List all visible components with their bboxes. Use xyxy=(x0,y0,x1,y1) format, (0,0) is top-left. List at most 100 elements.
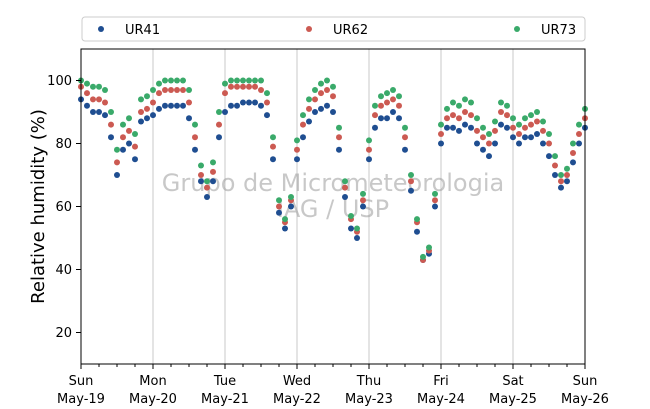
data-point xyxy=(576,121,582,128)
data-point xyxy=(282,216,288,223)
data-point xyxy=(510,134,516,141)
data-point xyxy=(516,121,522,128)
data-point xyxy=(384,115,390,122)
data-point xyxy=(468,99,474,106)
data-point xyxy=(540,140,546,147)
data-point xyxy=(240,83,246,90)
data-point xyxy=(174,102,180,109)
data-point xyxy=(510,115,516,122)
y-axis-label: Relative humidity (%) xyxy=(28,109,49,304)
data-point xyxy=(480,124,486,131)
data-point xyxy=(528,112,534,119)
data-point xyxy=(546,153,552,160)
x-tick-label-day: Sun xyxy=(69,374,94,389)
data-point xyxy=(498,109,504,115)
data-point xyxy=(360,190,366,197)
data-point xyxy=(378,102,384,109)
data-point xyxy=(450,99,456,106)
data-point xyxy=(372,124,378,131)
data-point xyxy=(534,118,540,125)
x-axis: Sun May-19 Mon May-20 Tue May-21 Wed May-22 Thu M… xyxy=(57,364,609,407)
data-point xyxy=(432,203,438,210)
data-point xyxy=(366,146,372,153)
data-point xyxy=(558,178,564,185)
data-point xyxy=(204,178,210,185)
data-point xyxy=(192,134,198,141)
data-point xyxy=(306,118,312,125)
data-point xyxy=(168,77,174,84)
series-ur73 xyxy=(78,77,588,260)
data-point xyxy=(180,77,186,84)
data-point xyxy=(348,225,354,232)
data-point xyxy=(486,131,492,138)
series-ur62 xyxy=(78,83,588,264)
data-point xyxy=(492,127,498,134)
data-point xyxy=(372,102,378,109)
data-point xyxy=(516,140,522,147)
data-point xyxy=(570,149,576,156)
data-point xyxy=(270,143,276,150)
x-tick-label-day: Tue xyxy=(213,374,236,389)
data-point xyxy=(192,121,198,128)
x-tick-label-date: May-20 xyxy=(129,392,177,407)
data-point xyxy=(270,156,276,163)
data-point xyxy=(246,83,252,90)
data-point xyxy=(102,86,108,93)
x-tick-label-day: Fri xyxy=(433,374,449,389)
data-point xyxy=(480,134,486,141)
x-tick-label-day: Sat xyxy=(502,374,523,389)
data-point xyxy=(462,109,468,115)
data-point xyxy=(102,99,108,106)
data-point xyxy=(450,124,456,131)
watermark: Grupo de Micrometeorologia IAG / USP xyxy=(162,169,504,223)
data-point xyxy=(198,172,204,178)
data-point xyxy=(96,109,102,115)
x-tick-label-date: May-19 xyxy=(57,392,105,407)
data-point xyxy=(366,137,372,144)
data-point xyxy=(546,140,552,147)
data-point xyxy=(120,121,126,128)
data-point xyxy=(468,112,474,119)
data-point xyxy=(318,105,324,112)
data-point xyxy=(504,124,510,131)
data-point xyxy=(114,159,120,166)
data-point xyxy=(366,156,372,163)
y-tick-label: 60 xyxy=(55,200,72,215)
data-point xyxy=(204,184,210,191)
data-point xyxy=(522,124,528,131)
data-point xyxy=(96,83,102,90)
data-point xyxy=(108,109,114,115)
data-point xyxy=(396,115,402,122)
data-point xyxy=(456,127,462,134)
data-point xyxy=(408,178,414,185)
data-point xyxy=(492,140,498,147)
data-point xyxy=(336,146,342,153)
data-point xyxy=(216,121,222,128)
data-point xyxy=(444,105,450,112)
data-point xyxy=(258,77,264,84)
data-point xyxy=(390,96,396,103)
data-point xyxy=(108,134,114,141)
data-point xyxy=(300,112,306,119)
data-point xyxy=(498,121,504,128)
data-point xyxy=(570,159,576,166)
data-point xyxy=(522,115,528,122)
data-point xyxy=(246,77,252,84)
data-point xyxy=(468,124,474,131)
data-point xyxy=(228,83,234,90)
data-point xyxy=(252,83,258,90)
legend-label: UR41 xyxy=(125,23,160,38)
data-point xyxy=(138,109,144,115)
data-point xyxy=(246,99,252,106)
data-point xyxy=(540,127,546,134)
data-point xyxy=(312,96,318,103)
data-point xyxy=(264,112,270,119)
data-point xyxy=(510,124,516,131)
x-tick-label-date: May-22 xyxy=(273,392,321,407)
data-point xyxy=(126,140,132,147)
data-point xyxy=(558,172,564,178)
x-tick-label-date: May-23 xyxy=(345,392,393,407)
data-point xyxy=(552,153,558,160)
data-point xyxy=(126,115,132,122)
